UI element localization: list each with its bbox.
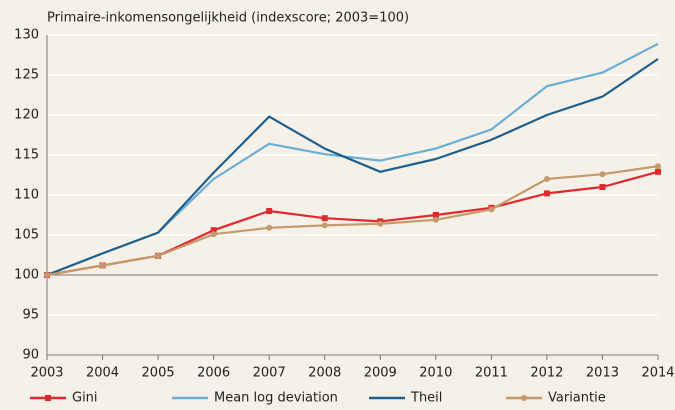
y-tick-label: 120: [14, 108, 39, 123]
y-tick-label: 100: [14, 268, 39, 283]
x-tick-label: 2010: [419, 366, 452, 381]
chart-title: Primaire-inkomensongelijkheid (indexscor…: [47, 11, 409, 26]
marker: [543, 190, 550, 197]
marker: [210, 227, 217, 234]
x-tick-label: 2005: [142, 366, 175, 381]
legend-label: Theil: [410, 391, 442, 406]
x-tick-label: 2012: [530, 366, 563, 381]
legend-marker: [521, 395, 527, 401]
x-tick-label: 2007: [253, 366, 286, 381]
marker: [488, 206, 495, 213]
marker: [655, 163, 661, 170]
legend-label: Gini: [72, 391, 98, 406]
marker: [266, 224, 273, 231]
x-tick-label: 2009: [364, 366, 397, 381]
y-tick-label: 125: [14, 68, 39, 83]
marker: [543, 176, 550, 182]
series-line: [46, 58, 659, 277]
x-tick-label: 2006: [197, 366, 230, 381]
marker: [44, 272, 50, 278]
legend-label: Mean log deviation: [214, 391, 338, 406]
marker: [432, 216, 439, 223]
x-tick-label: 2004: [86, 366, 119, 381]
y-tick-label: 95: [22, 308, 39, 323]
marker: [377, 220, 384, 227]
x-tick-label: 2003: [30, 366, 63, 381]
marker: [655, 168, 661, 175]
marker: [321, 215, 328, 222]
legend-label: Variantie: [548, 391, 606, 406]
y-tick-label: 110: [14, 188, 39, 203]
x-tick-label: 2014: [641, 366, 674, 381]
legend-marker: [45, 395, 51, 401]
series-line: [46, 165, 659, 277]
x-tick-label: 2008: [308, 366, 341, 381]
marker: [599, 184, 606, 190]
marker: [99, 262, 106, 269]
x-tick-label: 2013: [586, 366, 619, 381]
marker: [266, 208, 273, 214]
x-tick-label: 2011: [475, 366, 508, 381]
marker: [432, 212, 439, 218]
marker: [321, 222, 328, 229]
y-tick-label: 130: [14, 28, 39, 43]
y-tick-label: 105: [14, 228, 39, 243]
marker: [210, 231, 217, 238]
marker: [155, 252, 162, 259]
marker: [599, 171, 606, 178]
y-tick-label: 90: [22, 348, 39, 363]
y-tick-label: 115: [14, 148, 39, 163]
